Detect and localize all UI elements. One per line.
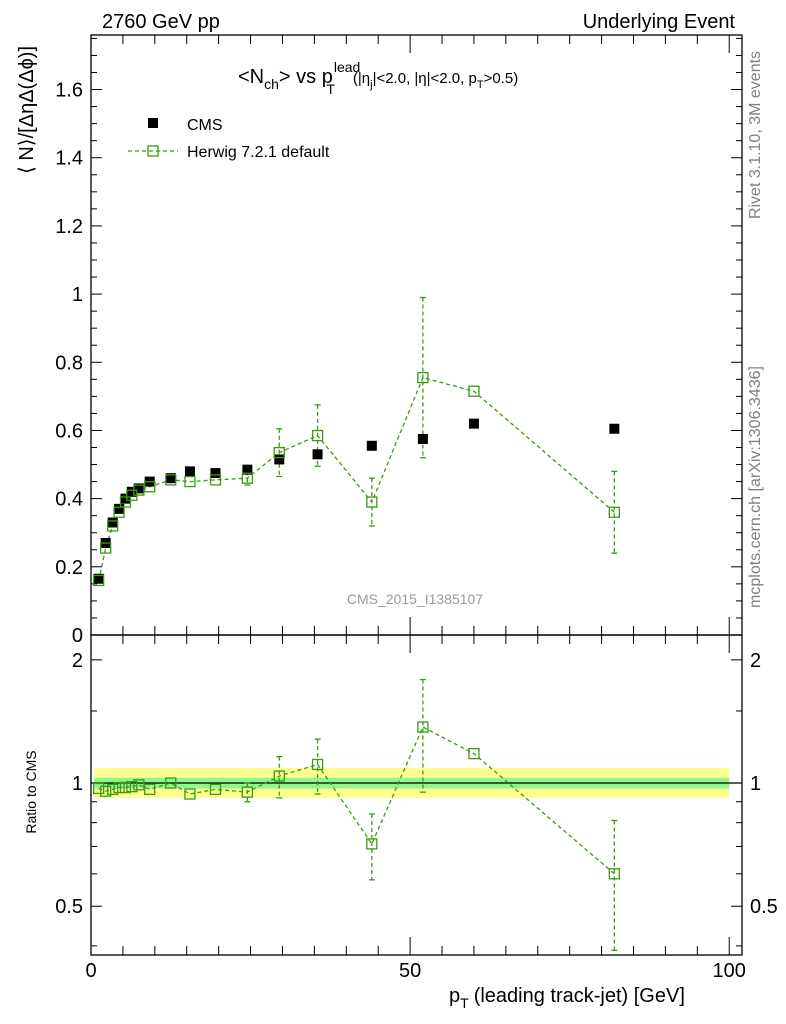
mc-point (273, 446, 285, 459)
axis-ticks (90, 35, 742, 955)
plot-title: <Nch> vs plead T(|ηj|<2.0, |η|<2.0, pT>0.… (238, 59, 518, 97)
ratio-y-tick-label: 2 (750, 650, 761, 672)
ratio-mc-point (417, 721, 429, 733)
ratio-y-tick-label: 0.5 (55, 896, 83, 918)
mc-point (608, 506, 621, 518)
mc-point (113, 506, 125, 518)
x-tick-label: 100 (713, 960, 746, 982)
ratio-mc-point (107, 783, 119, 796)
main-y-tick-label: 1.2 (55, 216, 83, 238)
axis-tick-labels: 0 0.2 0.4 0.6 0.8 1 1.2 1.4 1.6 0.5 0.5 1 1 2 2 0 50 100 (55, 80, 778, 982)
main-y-tick-label: 1 (72, 284, 83, 306)
mc-point (119, 496, 132, 508)
data-marks (93, 296, 621, 952)
main-y-tick-label: 0.4 (55, 489, 83, 511)
main-y-tick-label: 0.8 (55, 352, 83, 374)
legend-data-marker (148, 118, 158, 128)
mc-point (311, 429, 324, 442)
x-tick-label: 0 (85, 960, 96, 982)
ratio-mc-point (113, 781, 125, 794)
mc-point (209, 474, 222, 486)
ratio-mc-point (100, 785, 112, 797)
ratio-y-tick-label: 1 (750, 773, 761, 795)
legend-mc-label: Herwig 7.2.1 default (187, 144, 330, 161)
ratio-mc-point (241, 786, 254, 798)
main-y-tick-label: 0 (72, 625, 83, 647)
analysis-watermark: CMS_2015_I1385107 (347, 591, 483, 607)
data-point (114, 503, 125, 514)
ratio-mc-point (468, 747, 480, 760)
ratio-mc-point (144, 783, 156, 796)
data-point (366, 440, 377, 451)
data-point (165, 473, 176, 484)
legend-data-label: CMS (187, 117, 223, 134)
ratio-mc-point (209, 783, 222, 796)
mc-point (93, 574, 105, 587)
data-point (312, 449, 323, 460)
main-y-tick-label: 1.4 (55, 148, 83, 170)
main-y-axis-label: ⟨ N⟩/[ΔηΔ(Δϕ)] (16, 46, 38, 174)
data-point (468, 418, 479, 429)
main-y-tick-label: 1.6 (55, 80, 83, 102)
mc-point (100, 542, 112, 554)
x-tick-label: 50 (399, 960, 421, 982)
side-label-mcplots: mcplots.cern.ch [arXiv:1306.3436] (747, 366, 764, 608)
ratio-y-tick-label: 0.5 (750, 896, 778, 918)
ratio-mc-point (608, 868, 621, 880)
ratio-y-tick-label: 1 (72, 773, 83, 795)
data-point (133, 483, 144, 494)
data-point (120, 493, 131, 504)
ratio-mc-point (366, 838, 378, 850)
ratio-mc-point (184, 788, 196, 800)
ratio-mc-point (93, 782, 105, 795)
ratio-y-axis-label: Ratio to CMS (23, 750, 39, 833)
mc-point (107, 520, 119, 532)
data-point (274, 454, 285, 465)
ratio-mc-point (133, 779, 145, 791)
side-label-rivet: Rivet 3.1.10, 3M events (747, 51, 764, 219)
ratio-mc-line (98, 726, 615, 875)
mc-point (184, 475, 196, 488)
x-axis-label: pT (leading track-jet) [GeV] (449, 985, 685, 1011)
main-y-tick-label: 0.6 (55, 420, 83, 442)
legend-mc-marker (147, 145, 159, 157)
data-point (184, 466, 195, 477)
ratio-mc-point (126, 780, 138, 793)
mc-line (98, 376, 615, 581)
ratio-mc-point (165, 777, 177, 789)
main-y-tick-label: 0.2 (55, 557, 83, 579)
mc-point (417, 371, 429, 384)
data-point (93, 573, 104, 584)
mc-point (133, 484, 145, 496)
mc-point (241, 472, 254, 484)
data-point (126, 486, 137, 497)
data-point (242, 464, 253, 475)
data-point (107, 517, 118, 528)
ratio-mc-point (311, 758, 324, 771)
ratio-plot-frame (90, 634, 743, 956)
mc-point (468, 385, 480, 397)
data-point (210, 468, 221, 479)
data-point (417, 433, 428, 444)
ratio-uncertainty-band (91, 767, 742, 798)
header-left: 2760 GeV pp (102, 11, 220, 33)
header-right: Underlying Event (583, 11, 736, 33)
data-point (609, 423, 620, 434)
ratio-mc-point (119, 781, 132, 794)
mc-point (165, 474, 177, 486)
mc-point (144, 481, 156, 493)
ratio-mc-point (273, 770, 285, 782)
ratio-y-tick-label: 2 (72, 650, 83, 672)
mc-point (366, 496, 378, 508)
